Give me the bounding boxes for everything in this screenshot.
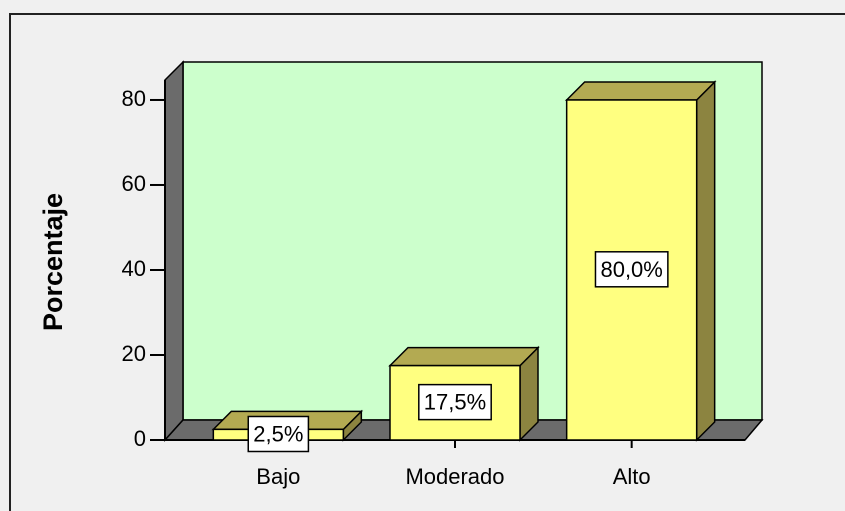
value-label-box <box>418 383 492 421</box>
value-label: 80,0% <box>600 257 662 282</box>
x-tick-label: Moderado <box>405 464 504 489</box>
y-tick-label: 0 <box>134 426 146 451</box>
y-tick-label: 40 <box>122 256 146 281</box>
y-axis-label: Porcentaje <box>38 193 68 331</box>
y-tick-label: 60 <box>122 171 146 196</box>
bar-top <box>564 81 717 101</box>
frame <box>9 13 845 511</box>
value-label-box <box>594 251 669 288</box>
bar-top <box>388 346 540 367</box>
value-label: 17,5% <box>424 390 486 415</box>
x-tick-label: Alto <box>613 464 651 489</box>
bar-side <box>695 80 716 442</box>
y-tick-label: 20 <box>122 341 146 366</box>
y-tick-label: 80 <box>122 86 146 111</box>
value-label: 2,5% <box>253 421 303 446</box>
side-wall <box>164 60 184 442</box>
x-tick-label: Bajo <box>256 464 300 489</box>
value-label-box <box>247 415 310 453</box>
